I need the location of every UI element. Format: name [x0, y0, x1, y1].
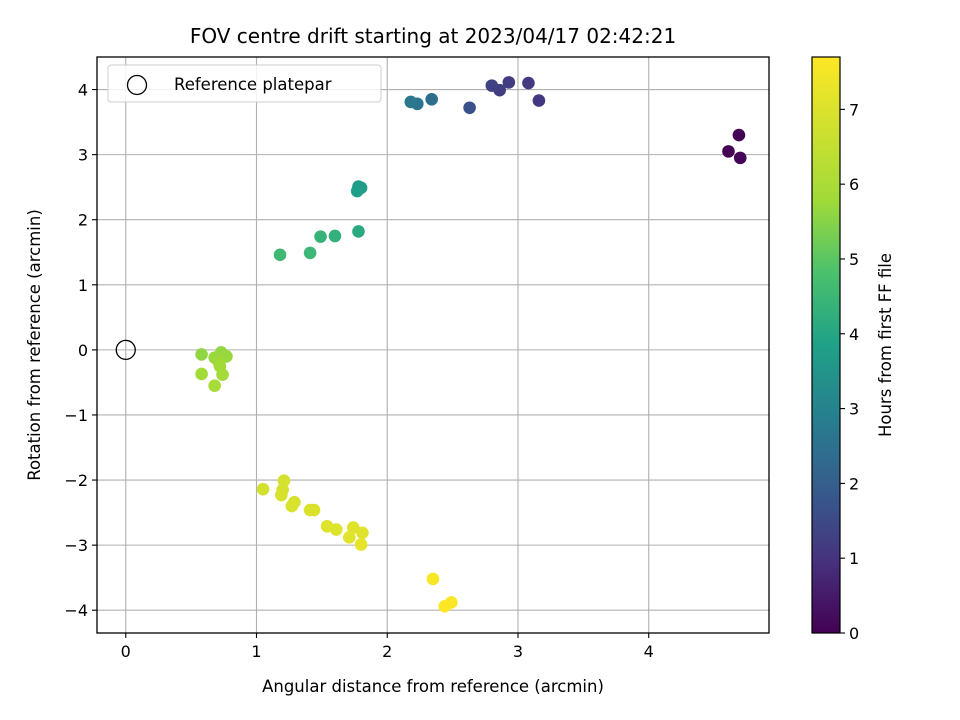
x-tick-label: 2: [382, 642, 392, 661]
scatter-point: [208, 379, 221, 392]
x-tick-label: 0: [121, 642, 131, 661]
scatter-point: [195, 367, 208, 381]
scatter-point: [532, 94, 546, 107]
colorbar-tick-label: 7: [849, 100, 859, 119]
y-tick-label: 3: [78, 146, 88, 165]
y-tick-label: 0: [78, 341, 88, 360]
reference-platepar-marker: [115, 339, 136, 361]
colorbar-tick-label: 6: [849, 175, 859, 194]
x-axis-ticks: 0 1 2 3 4: [121, 633, 654, 661]
scatter-point: [350, 184, 364, 198]
chart-title: FOV centre drift starting at 2023/04/17 …: [190, 24, 676, 48]
y-axis-ticks: −4 −3 −2 −1 0 1 2 3 4: [64, 81, 97, 620]
colorbar-gradient: [811, 56, 841, 634]
scatter-point: [438, 600, 452, 613]
colorbar-tick-label: 2: [849, 474, 859, 493]
scatter-point: [256, 482, 270, 496]
y-tick-label: −4: [64, 601, 88, 620]
scatter-point: [352, 225, 365, 238]
legend: Reference platepar: [107, 64, 382, 103]
colorbar-label: Hours from first FF file: [876, 253, 895, 437]
x-tick-label: 3: [513, 642, 523, 661]
plot-frame: [96, 56, 770, 634]
scatter-point: [343, 531, 356, 544]
legend-label-reference: Reference platepar: [174, 75, 332, 94]
scatter-point: [356, 526, 369, 540]
y-tick-label: −3: [64, 536, 88, 555]
y-tick-label: 2: [78, 211, 88, 230]
y-axis-label: Rotation from reference (arcmin): [25, 209, 44, 481]
scatter-point: [328, 229, 342, 243]
scatter-point: [329, 523, 343, 536]
scatter-point: [485, 79, 499, 92]
scatter-point: [307, 503, 321, 517]
scatter-point: [425, 93, 438, 106]
scatter-point: [285, 499, 299, 513]
scatter-point: [275, 488, 288, 502]
colorbar-tick-label: 5: [849, 250, 859, 269]
scatter-point: [303, 246, 317, 260]
colorbar: 0 1 2 3 4 5 6 7 Hours from first FF file: [811, 56, 895, 643]
x-tick-label: 1: [251, 642, 261, 661]
scatter-point: [404, 95, 418, 109]
colorbar-tick-label: 3: [849, 400, 859, 419]
x-tick-label: 4: [644, 642, 654, 661]
colorbar-tick-label: 0: [849, 624, 859, 643]
colorbar-tick-label: 4: [849, 325, 859, 344]
scatter-point: [502, 76, 516, 89]
grid: [97, 57, 769, 633]
reference-marker-layer: [115, 339, 136, 361]
scatter-point: [346, 521, 360, 534]
legend-marker-reference: [126, 74, 148, 96]
scatter-point: [354, 538, 368, 551]
x-axis-label: Angular distance from reference (arcmin): [262, 677, 604, 696]
y-tick-label: −2: [64, 471, 88, 490]
colorbar-tick-label: 1: [849, 549, 859, 568]
scatter-point: [463, 101, 476, 115]
y-tick-label: −1: [64, 406, 88, 425]
data-points: [195, 76, 747, 613]
scatter-point: [732, 128, 746, 142]
y-tick-label: 1: [78, 276, 88, 295]
scatter-point: [216, 368, 229, 381]
scatter-point: [426, 572, 440, 586]
scatter-point: [522, 76, 535, 90]
y-tick-label: 4: [78, 81, 88, 100]
colorbar-ticks: 0 1 2 3 4 5 6 7: [840, 100, 859, 643]
scatter-point: [273, 248, 287, 262]
scatter-point: [722, 145, 735, 158]
scatter-point: [733, 151, 747, 165]
legend-box: [107, 64, 382, 103]
scatter-point: [195, 348, 208, 361]
scatter-point: [314, 230, 327, 243]
